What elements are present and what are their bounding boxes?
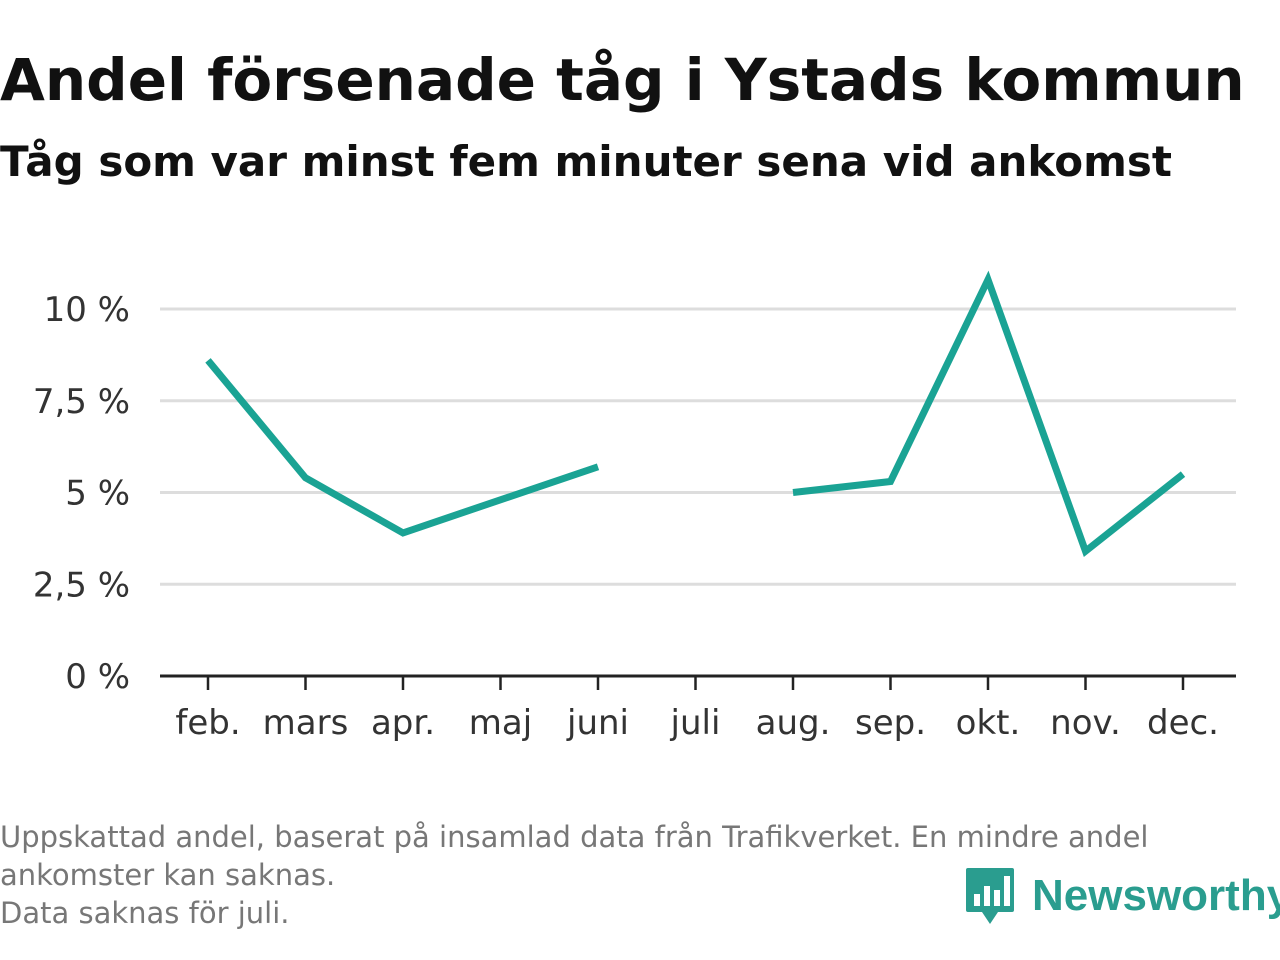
x-tick-label: juni [566,703,629,743]
footnote-missing-data: Data saknas för juli. [0,896,290,930]
footnote: Uppskattad andel, baserat på insamlad da… [0,818,1270,932]
x-tick-label: sep. [855,703,926,743]
brand-logo: Newsworthy [964,864,1280,928]
footnote-source: Uppskattad andel, baserat på insamlad da… [0,820,1149,892]
series-lines [205,270,1186,557]
series-line-segment [205,358,600,537]
bar-chart-speech-bubble-icon [966,868,1014,924]
series-line-segment [792,270,1186,557]
x-axis-ticks: feb. mars apr. maj juni juli aug. sep. okt. nov. d… [175,676,1219,743]
x-tick-label: aug. [756,703,831,743]
y-tick-label: 5 % [65,474,130,514]
y-tick-label: 0 % [65,657,130,697]
y-axis-ticks: 0 % 2,5 % 5 % 7,5 % 10 % [33,290,130,697]
x-tick-label: mars [263,703,349,743]
y-tick-label: 7,5 % [33,382,130,422]
y-tick-label: 2,5 % [33,565,130,605]
x-tick-label: nov. [1050,703,1121,743]
brand-name: Newsworthy [1032,871,1280,920]
chart-subtitle: Tåg som var minst fem minuter sena vid a… [0,137,1172,186]
chart-title: Andel försenade tåg i Ystads kommun [0,46,1245,114]
y-tick-label: 10 % [44,290,130,330]
gridlines [160,307,1236,586]
x-tick-label: maj [469,703,532,743]
x-tick-label: apr. [371,703,435,743]
x-tick-label: juli [670,703,721,743]
x-tick-label: okt. [956,703,1021,743]
x-tick-label: feb. [175,703,240,743]
x-tick-label: dec. [1147,703,1219,743]
